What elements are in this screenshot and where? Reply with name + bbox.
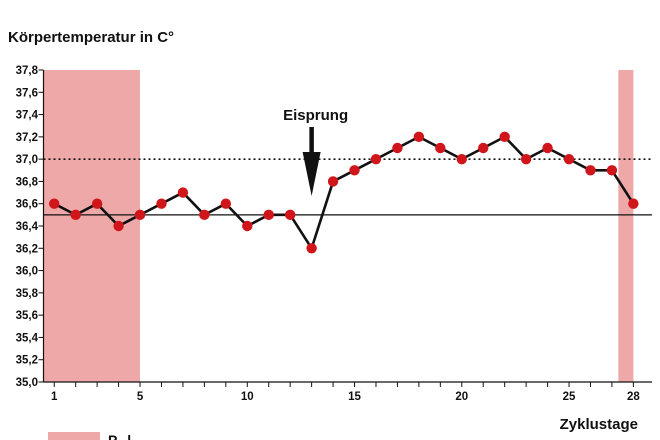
- y-tick-label: 37,8: [16, 65, 39, 77]
- y-tick-label: 36,4: [16, 221, 39, 233]
- shaded-region-1: [43, 70, 141, 382]
- series-line: [53, 135, 635, 250]
- data-point: [628, 198, 639, 209]
- y-tick-label: 36,6: [16, 199, 38, 211]
- data-point: [242, 220, 253, 232]
- shaded-region-2: [618, 70, 634, 382]
- x-tick-label: 15: [348, 391, 361, 403]
- legend-swatch: [48, 432, 100, 440]
- legend: P...l: [48, 432, 131, 440]
- data-point: [49, 198, 60, 209]
- data-point: [413, 131, 425, 143]
- data-point: [585, 165, 596, 176]
- shaded-regions: [43, 70, 634, 382]
- data-point: [456, 153, 467, 165]
- data-point: [370, 153, 382, 165]
- y-tick-label: 35,2: [16, 355, 38, 367]
- x-tick-label: 5: [137, 391, 144, 403]
- y-tick-label: 37,4: [16, 110, 39, 122]
- series-layer: [49, 131, 639, 254]
- data-point: [606, 165, 618, 176]
- data-point: [327, 176, 339, 187]
- y-tick-label: 35,8: [16, 288, 39, 300]
- y-tick-label: 37,6: [16, 87, 38, 99]
- data-point: [392, 142, 403, 154]
- y-tick-label: 35,6: [16, 310, 38, 322]
- x-tick-label: 25: [563, 391, 576, 403]
- y-tick-label: 36,2: [16, 243, 38, 255]
- data-point: [306, 243, 317, 254]
- data-point: [113, 220, 124, 232]
- data-point: [199, 209, 210, 221]
- data-point: [177, 187, 189, 198]
- data-point: [70, 209, 81, 221]
- data-point: [91, 198, 103, 209]
- data-point: [542, 142, 553, 154]
- chart-title: Körpertemperatur in C°: [8, 29, 174, 46]
- y-tick-label: 36,8: [16, 176, 39, 188]
- axes: 35,0 35,2 35,4 35,6 35,8 36,0 36,2 36,4 36,6 36,8…: [16, 65, 652, 403]
- data-point: [263, 209, 274, 221]
- data-point: [134, 209, 146, 221]
- annotation-arrow-head: [302, 152, 321, 196]
- data-point: [435, 142, 446, 154]
- data-point: [156, 198, 167, 209]
- x-tick-label: 10: [241, 391, 254, 403]
- data-point: [563, 153, 575, 165]
- x-axis-label: Zyklustage: [560, 416, 638, 433]
- y-tick-label: 35,4: [16, 332, 39, 344]
- labels: Körpertemperatur in C° Zyklustage: [8, 29, 638, 433]
- data-point: [499, 131, 510, 143]
- y-tick-label: 37,0: [16, 154, 38, 166]
- annotation-label: Eisprung: [283, 107, 348, 124]
- y-tick-label: 37,2: [16, 132, 38, 144]
- x-tick-label: 1: [51, 391, 58, 403]
- legend-label: P...l: [108, 432, 131, 440]
- data-point: [520, 153, 532, 165]
- ovulation-annotation: Eisprung: [283, 107, 348, 196]
- x-tick-label: 20: [455, 391, 468, 403]
- data-point: [220, 198, 232, 209]
- y-tick-label: 36,0: [16, 266, 38, 278]
- data-point: [284, 209, 296, 221]
- x-tick-label: 28: [627, 391, 640, 403]
- data-point: [478, 142, 489, 154]
- data-point: [349, 165, 360, 176]
- y-tick-label: 35,0: [16, 377, 38, 389]
